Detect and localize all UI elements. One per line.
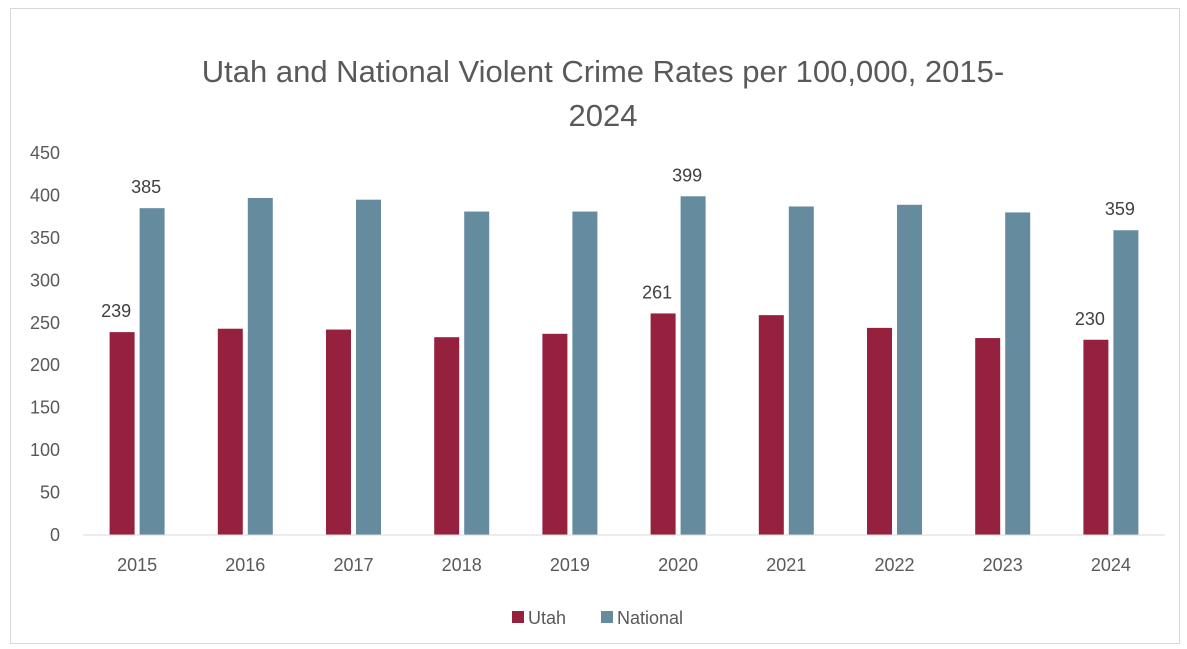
data-labels: 239 385 261 399 230 359: [101, 165, 1135, 328]
y-tick-label: 50: [40, 483, 60, 503]
y-axis: 0 50 100 150 200 250 300 350 400 450: [30, 143, 60, 545]
y-tick-label: 150: [30, 398, 60, 418]
y-tick-label: 450: [30, 143, 60, 163]
bar-utah-2020: [650, 313, 676, 535]
bars: [109, 196, 1139, 536]
data-label-national-2015: 385: [131, 177, 161, 197]
bar-national-2020: [680, 196, 706, 535]
bar-utah-2016: [217, 328, 243, 535]
y-tick-label: 200: [30, 355, 60, 375]
bar-utah-2023: [975, 338, 1001, 535]
bar-national-2015: [139, 208, 165, 535]
x-tick-label: 2021: [766, 555, 806, 575]
x-axis: 2015 2016 2017 2018 2019 2020 2021 2022 2023 2024: [117, 555, 1131, 575]
chart-title-line-1: Utah and National Violent Crime Rates pe…: [202, 54, 1004, 89]
x-tick-label: 2015: [117, 555, 157, 575]
bar-national-2021: [788, 206, 814, 536]
y-tick-label: 0: [50, 525, 60, 545]
chart-title-line-2: 2024: [569, 98, 638, 133]
bar-utah-2017: [326, 329, 351, 535]
bar-utah-2018: [434, 337, 460, 535]
y-tick-label: 100: [30, 440, 60, 460]
bar-national-2017: [356, 199, 381, 535]
bar-utah-2019: [542, 333, 568, 535]
x-tick-label: 2018: [442, 555, 482, 575]
legend: Utah National: [512, 608, 683, 628]
x-tick-label: 2019: [550, 555, 590, 575]
x-tick-label: 2023: [983, 555, 1023, 575]
y-tick-label: 250: [30, 313, 60, 333]
legend-label-utah: Utah: [528, 608, 566, 628]
x-tick-label: 2022: [874, 555, 914, 575]
data-label-national-2024: 359: [1105, 199, 1135, 219]
x-tick-label: 2017: [333, 555, 373, 575]
x-tick-label: 2020: [658, 555, 698, 575]
y-tick-label: 350: [30, 228, 60, 248]
bar-utah-2022: [867, 327, 892, 535]
legend-swatch-national: [601, 611, 613, 623]
bar-national-2023: [1005, 212, 1031, 535]
bar-utah-2024: [1083, 339, 1109, 535]
data-label-national-2020: 399: [672, 165, 702, 185]
x-tick-label: 2016: [225, 555, 265, 575]
bar-national-2018: [464, 211, 490, 535]
bar-utah-2015: [109, 332, 135, 535]
bar-national-2019: [572, 211, 598, 535]
data-label-utah-2015: 239: [101, 301, 131, 321]
x-tick-label: 2024: [1091, 555, 1131, 575]
legend-label-national: National: [617, 608, 683, 628]
bar-national-2024: [1113, 230, 1139, 535]
data-label-utah-2020: 261: [642, 282, 672, 302]
legend-swatch-utah: [512, 611, 524, 623]
y-tick-label: 400: [30, 185, 60, 205]
data-label-utah-2024: 230: [1075, 309, 1105, 329]
bar-national-2016: [247, 197, 273, 536]
y-tick-label: 300: [30, 270, 60, 290]
bar-national-2022: [897, 204, 922, 535]
bar-utah-2021: [758, 315, 784, 535]
